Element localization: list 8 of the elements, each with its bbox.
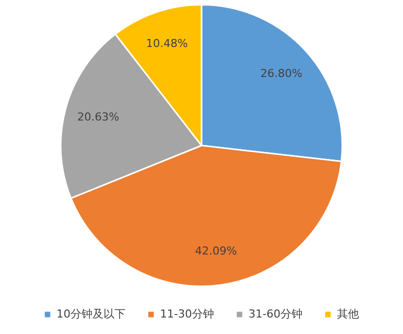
legend-label: 其他	[336, 307, 359, 320]
data-label: 26.80%	[260, 67, 302, 80]
legend-label: 11-30分钟	[160, 307, 214, 320]
data-label: 10.48%	[146, 37, 188, 50]
data-label: 42.09%	[194, 244, 237, 258]
legend-label: 10分钟及以下	[56, 307, 126, 320]
legend-label: 31-60分钟	[248, 307, 302, 320]
data-label: 20.63%	[77, 110, 120, 124]
